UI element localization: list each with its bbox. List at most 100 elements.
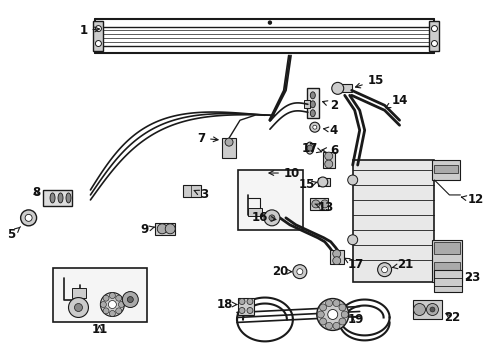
Circle shape <box>382 267 388 273</box>
Circle shape <box>269 21 271 24</box>
Text: 9: 9 <box>140 223 154 236</box>
Circle shape <box>310 122 320 132</box>
Circle shape <box>103 308 109 314</box>
Circle shape <box>333 322 340 329</box>
Text: 16: 16 <box>251 211 276 224</box>
Text: 7: 7 <box>197 132 218 145</box>
Text: 3: 3 <box>194 188 208 202</box>
Bar <box>155 223 175 235</box>
Circle shape <box>313 125 317 129</box>
Circle shape <box>319 318 326 325</box>
Circle shape <box>325 322 333 329</box>
Circle shape <box>333 300 340 307</box>
Text: 22: 22 <box>444 311 461 324</box>
Text: 21: 21 <box>392 258 414 271</box>
Text: 18: 18 <box>217 298 237 311</box>
Circle shape <box>426 303 439 315</box>
Circle shape <box>25 214 32 221</box>
Circle shape <box>165 224 175 234</box>
Circle shape <box>122 292 138 307</box>
Bar <box>353 160 435 282</box>
Ellipse shape <box>66 193 71 203</box>
Circle shape <box>318 177 328 187</box>
Bar <box>340 84 352 92</box>
Circle shape <box>239 307 245 314</box>
Circle shape <box>317 298 349 330</box>
Circle shape <box>96 26 101 32</box>
Circle shape <box>119 302 124 307</box>
Text: 17: 17 <box>344 258 364 271</box>
Bar <box>435 242 461 254</box>
Circle shape <box>103 295 109 301</box>
Bar <box>52 268 147 323</box>
Circle shape <box>325 160 333 168</box>
Bar <box>94 21 103 51</box>
Circle shape <box>339 318 346 325</box>
Circle shape <box>339 304 346 311</box>
Circle shape <box>74 303 82 311</box>
Circle shape <box>297 269 303 275</box>
Circle shape <box>293 265 307 279</box>
Circle shape <box>109 293 115 298</box>
Circle shape <box>269 215 275 221</box>
Bar <box>307 88 319 118</box>
Ellipse shape <box>310 110 315 117</box>
Circle shape <box>21 210 37 226</box>
Circle shape <box>318 311 324 318</box>
Circle shape <box>312 200 320 208</box>
Circle shape <box>109 310 115 316</box>
Text: 17: 17 <box>301 141 321 155</box>
Circle shape <box>432 41 438 46</box>
Bar <box>413 300 442 319</box>
Ellipse shape <box>310 101 315 108</box>
Bar <box>310 198 328 210</box>
Bar <box>304 100 310 108</box>
Circle shape <box>378 263 392 276</box>
Circle shape <box>307 145 313 151</box>
Bar <box>183 185 201 197</box>
Circle shape <box>157 224 167 234</box>
Bar <box>323 152 335 168</box>
Bar <box>73 288 86 298</box>
Text: 8: 8 <box>32 186 41 199</box>
Circle shape <box>325 300 333 307</box>
Text: 13: 13 <box>315 201 334 215</box>
Circle shape <box>430 307 435 312</box>
Bar <box>435 165 458 173</box>
Circle shape <box>321 200 329 208</box>
Bar <box>435 262 461 274</box>
Text: 14: 14 <box>386 94 408 108</box>
Text: 10: 10 <box>269 167 300 180</box>
Circle shape <box>69 298 89 318</box>
Text: 4: 4 <box>324 124 338 137</box>
Bar <box>43 190 73 206</box>
Circle shape <box>225 138 233 146</box>
Circle shape <box>328 310 338 319</box>
Circle shape <box>96 41 101 46</box>
Circle shape <box>100 302 106 307</box>
Bar <box>330 250 343 264</box>
Bar <box>238 170 303 230</box>
Bar <box>433 160 461 180</box>
Ellipse shape <box>306 142 314 154</box>
Bar <box>433 240 463 282</box>
Circle shape <box>348 235 358 245</box>
Bar <box>238 298 254 315</box>
Bar <box>435 270 463 292</box>
Text: 23: 23 <box>465 271 481 284</box>
Text: 19: 19 <box>348 313 364 326</box>
Ellipse shape <box>58 193 63 203</box>
Text: 2: 2 <box>322 99 338 112</box>
Text: 15: 15 <box>356 74 384 88</box>
Text: 15: 15 <box>298 179 318 192</box>
Circle shape <box>332 82 343 94</box>
Text: 20: 20 <box>271 265 292 278</box>
Text: 12: 12 <box>462 193 484 206</box>
Bar <box>318 178 330 186</box>
Circle shape <box>325 152 333 160</box>
Circle shape <box>432 26 438 32</box>
Ellipse shape <box>50 193 55 203</box>
Text: 11: 11 <box>91 323 107 336</box>
Circle shape <box>239 298 245 305</box>
Text: 1: 1 <box>79 24 99 37</box>
